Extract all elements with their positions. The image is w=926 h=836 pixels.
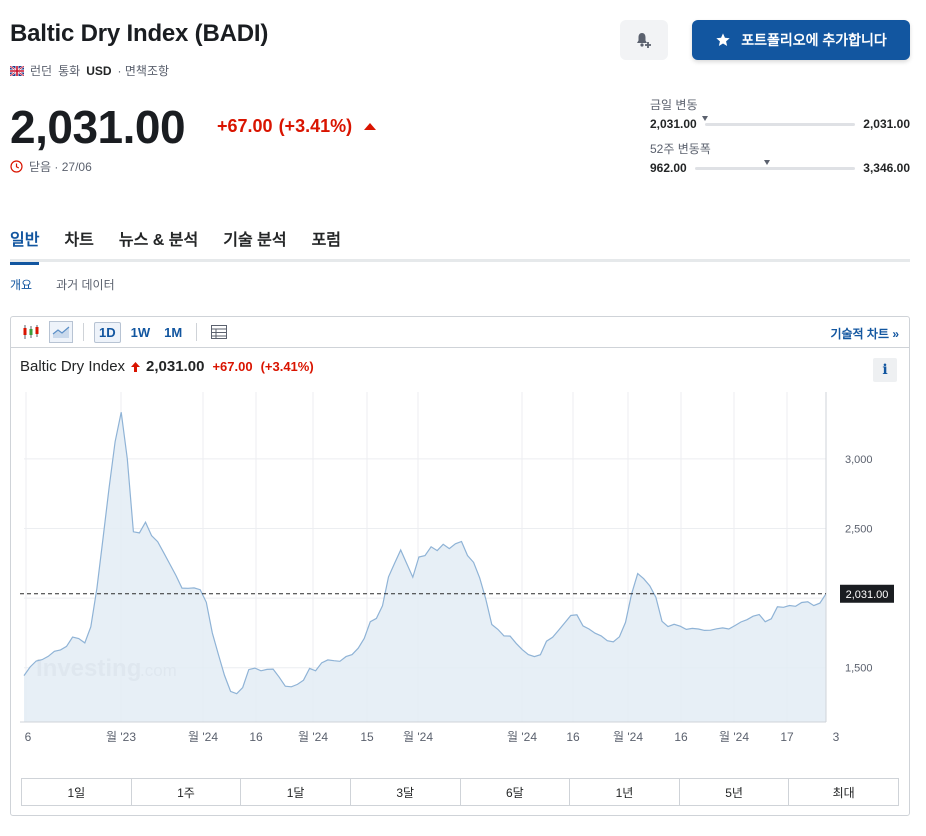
y-tick-label: 2,500 [845,523,873,535]
chart-panel: 1D 1W 1M 기술적 차트 » [10,316,910,816]
change-value: +67.00 [217,116,273,136]
disclaimer-link[interactable]: · 면책조항 [117,64,170,78]
year-range: 52주 변동폭 962.00 3,346.00 [650,140,910,175]
tab-technical-analysis[interactable]: 기술 분석 [223,232,287,249]
day-range-high: 2,031.00 [863,117,910,131]
interval-1d[interactable]: 1D [94,321,121,343]
last-price: 2,031.00 [10,101,186,153]
x-tick-label: 3 [833,730,840,744]
instrument-meta: 런던 통화 USD · 면책조항 [10,62,169,79]
tab-news-analysis[interactable]: 뉴스 & 분석 [118,232,199,249]
year-range-marker [763,159,770,165]
chart-header: Baltic Dry Index 2,031.00 +67.00 (+3.41%… [20,358,314,375]
x-tick-label: 6 [25,730,32,744]
x-tick-label: 16 [249,730,263,744]
day-range-bar [701,115,856,126]
exchange-name: 런던 [30,64,53,78]
clock-icon [10,160,23,173]
period-1-day[interactable]: 1일 [22,779,132,805]
area-chart-icon[interactable] [49,321,73,343]
interval-1w[interactable]: 1W [130,324,151,340]
day-range-low: 2,031.00 [650,117,697,131]
year-range-high: 3,346.00 [863,161,910,175]
up-arrow-icon [364,123,377,130]
interval-1m[interactable]: 1M [164,324,183,340]
x-tick-label: 월 '24 [298,730,328,744]
period-1-year[interactable]: 1년 [570,779,680,805]
x-tick-label: 15 [360,730,374,744]
chart-last-value: 2,031.00 [146,358,205,375]
up-arrow-icon [131,361,141,372]
period-1-week[interactable]: 1주 [132,779,242,805]
x-tick-label: 17 [780,730,794,744]
x-tick-label: 16 [566,730,580,744]
alert-button[interactable] [620,20,668,60]
tab-chart[interactable]: 차트 [64,232,94,249]
x-tick-label: 월 '24 [188,730,218,744]
subtab-overview[interactable]: 개요 [10,278,33,292]
x-tick-label: 월 '24 [613,730,643,744]
y-tick-label: 1,500 [845,663,873,675]
candlestick-icon[interactable] [19,321,43,343]
sub-tabs: 개요 과거 데이터 [10,276,115,293]
y-tick-label: 3,000 [845,454,873,466]
series-line [23,412,827,695]
bell-plus-icon [637,33,651,48]
period-6-months[interactable]: 6달 [461,779,571,805]
toolbar-divider [196,323,198,341]
chart-change-percent: (+3.41%) [260,359,314,374]
price-change: +67.00 (+3.41%) [217,116,377,137]
info-button[interactable]: i [873,358,897,382]
period-selector: 1일 1주 1달 3달 6달 1년 5년 최대 [21,778,899,806]
year-range-low: 962.00 [650,161,687,175]
toolbar-divider [83,323,84,341]
subtab-historical-data[interactable]: 과거 데이터 [56,278,115,292]
main-tabs: 일반 차트 뉴스 & 분석 기술 분석 포럼 [10,224,910,265]
market-status: 닫음 · 27/06 [10,158,92,175]
current-value-label: 2,031.00 [846,589,889,601]
chart-instrument-name: Baltic Dry Index [20,358,126,375]
star-icon [716,33,730,46]
x-tick-label: 16 [674,730,688,744]
year-range-bar [694,159,856,170]
day-range-marker [701,115,708,121]
day-range-label: 금일 변동 [650,98,698,112]
x-tick-label: 월 '24 [507,730,537,744]
x-tick-label: 월 '24 [403,730,433,744]
technical-chart-link[interactable]: 기술적 차트 » [830,327,899,341]
day-range: 금일 변동 2,031.00 2,031.00 [650,96,910,131]
chart-toolbar: 1D 1W 1M 기술적 차트 » [11,317,909,348]
x-tick-label: 월 '23 [106,730,136,744]
currency-code: USD [86,63,112,78]
current-value-tag [840,584,894,603]
currency-label: 통화 [58,64,81,78]
table-view-icon[interactable] [207,321,231,343]
tab-forum[interactable]: 포럼 [311,232,342,249]
market-status-text: 닫음 · 27/06 [29,160,92,174]
year-range-label: 52주 변동폭 [650,142,711,156]
period-max[interactable]: 최대 [832,785,855,800]
change-percent: (+3.41%) [278,116,353,136]
x-tick-label: 월 '24 [719,730,749,744]
instrument-title: Baltic Dry Index (BADI) [10,20,269,47]
add-to-portfolio-label: 포트폴리오에 추가합니다 [741,32,887,48]
add-to-portfolio-button[interactable]: 포트폴리오에 추가합니다 [692,20,910,60]
chart-change-value: +67.00 [212,359,253,374]
uk-flag-icon [10,65,24,76]
tab-general[interactable]: 일반 [10,224,40,265]
series-area [24,412,826,722]
period-1-month[interactable]: 1달 [241,779,351,805]
period-5-years[interactable]: 5년 [680,779,790,805]
period-3-months[interactable]: 3달 [351,779,461,805]
